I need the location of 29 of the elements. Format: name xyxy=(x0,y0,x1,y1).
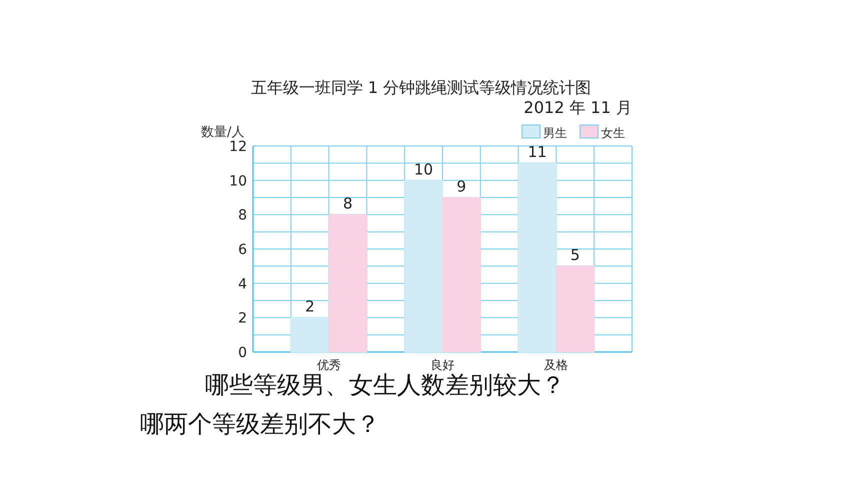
y-tick-label: 0 xyxy=(238,345,247,361)
data-label: 9 xyxy=(456,178,466,196)
legend-label: 女生 xyxy=(601,126,625,140)
data-label: 10 xyxy=(414,160,434,178)
x-tick-label: 良好 xyxy=(430,358,454,372)
data-label: 8 xyxy=(342,194,353,213)
y-tick-label: 12 xyxy=(229,139,247,155)
chart-title: 五年级一班同学 1 分钟跳绳测试等级情况统计图 xyxy=(250,78,592,97)
x-tick-label: 优秀 xyxy=(316,358,341,372)
data-label: 2 xyxy=(305,298,315,316)
chart-subtitle: 2012 年 11 月 xyxy=(524,98,632,117)
y-axis-title: 数量/人 xyxy=(201,125,244,140)
legend-label: 男生 xyxy=(543,126,567,140)
bar xyxy=(328,214,368,352)
text: 哪两个等级差别不大？ xyxy=(140,410,380,438)
x-tick-label: 及格 xyxy=(544,358,568,372)
data-label: 11 xyxy=(528,143,547,162)
data-label: 5 xyxy=(570,246,580,264)
bar xyxy=(404,180,443,352)
y-tick-label: 2 xyxy=(238,310,247,327)
y-tick-label: 4 xyxy=(238,276,248,292)
bar xyxy=(290,317,330,352)
y-tick-label: 10 xyxy=(229,173,247,190)
bar xyxy=(556,266,595,352)
y-tick-label: 8 xyxy=(238,208,247,224)
text: 哪些等级男、女生人数差别较大？ xyxy=(205,371,565,399)
y-tick-label: 6 xyxy=(238,242,248,258)
bar xyxy=(518,162,557,352)
bar xyxy=(442,197,481,352)
